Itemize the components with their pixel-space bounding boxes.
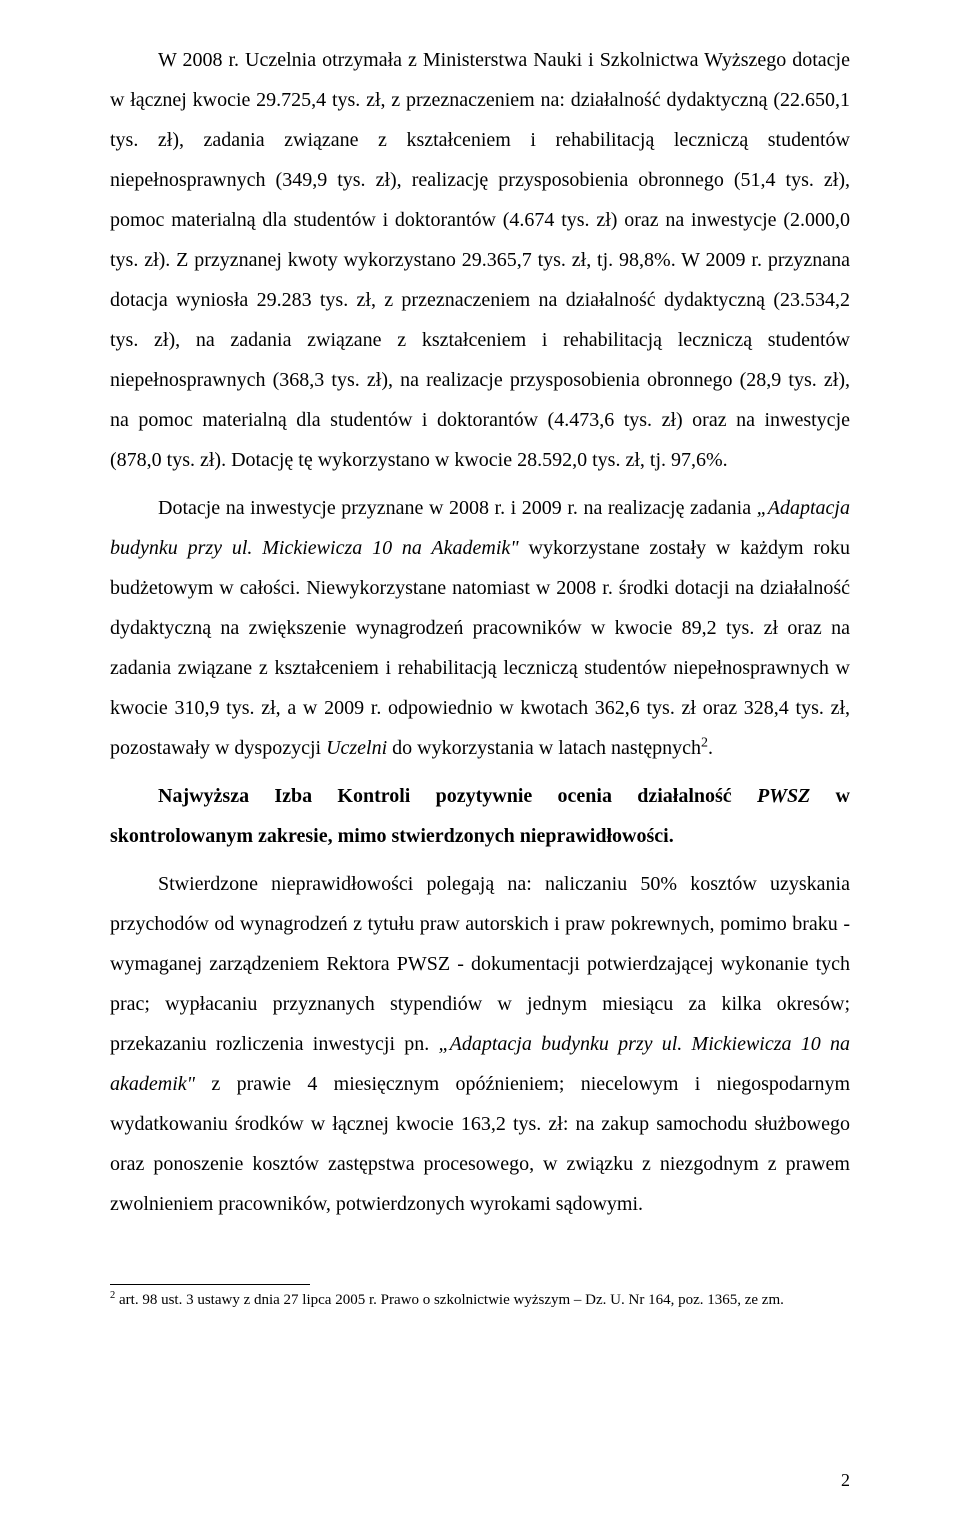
paragraph-2-italic-b: Uczelni	[326, 737, 387, 759]
paragraph-1: W 2008 r. Uczelnia otrzymała z Ministers…	[110, 40, 850, 480]
paragraph-4-text-c: z prawie 4 miesięcznym opóźnieniem; niec…	[110, 1073, 850, 1215]
footnote-separator	[110, 1284, 310, 1285]
paragraph-3-bold-a: Najwyższa Izba Kontroli pozytywnie oceni…	[158, 785, 757, 807]
paragraph-2-text-f: .	[708, 737, 713, 759]
paragraph-1-text: W 2008 r. Uczelnia otrzymała z Ministers…	[110, 49, 850, 471]
footnote-text: art. 98 ust. 3 ustawy z dnia 27 lipca 20…	[115, 1292, 784, 1308]
paragraph-2: Dotacje na inwestycje przyznane w 2008 r…	[110, 488, 850, 768]
paragraph-4: Stwierdzone nieprawidłowości polegają na…	[110, 864, 850, 1224]
paragraph-2-text-c: wykorzystane zostały w każdym roku budże…	[110, 537, 850, 759]
footnote-2: 2 art. 98 ust. 3 ustawy z dnia 27 lipca …	[110, 1291, 850, 1311]
paragraph-3: Najwyższa Izba Kontroli pozytywnie oceni…	[110, 776, 850, 856]
document-page: W 2008 r. Uczelnia otrzymała z Ministers…	[0, 0, 960, 1521]
paragraph-2-text-a: Dotacje na inwestycje przyznane w 2008 r…	[158, 497, 757, 519]
paragraph-4-text-a: Stwierdzone nieprawidłowości polegają na…	[110, 873, 850, 1055]
paragraph-2-text-e: do wykorzystania w latach następnych	[387, 737, 701, 759]
page-number: 2	[841, 1470, 850, 1491]
paragraph-3-bold-italic: PWSZ	[757, 785, 810, 807]
footnote-ref-2: 2	[701, 735, 708, 750]
